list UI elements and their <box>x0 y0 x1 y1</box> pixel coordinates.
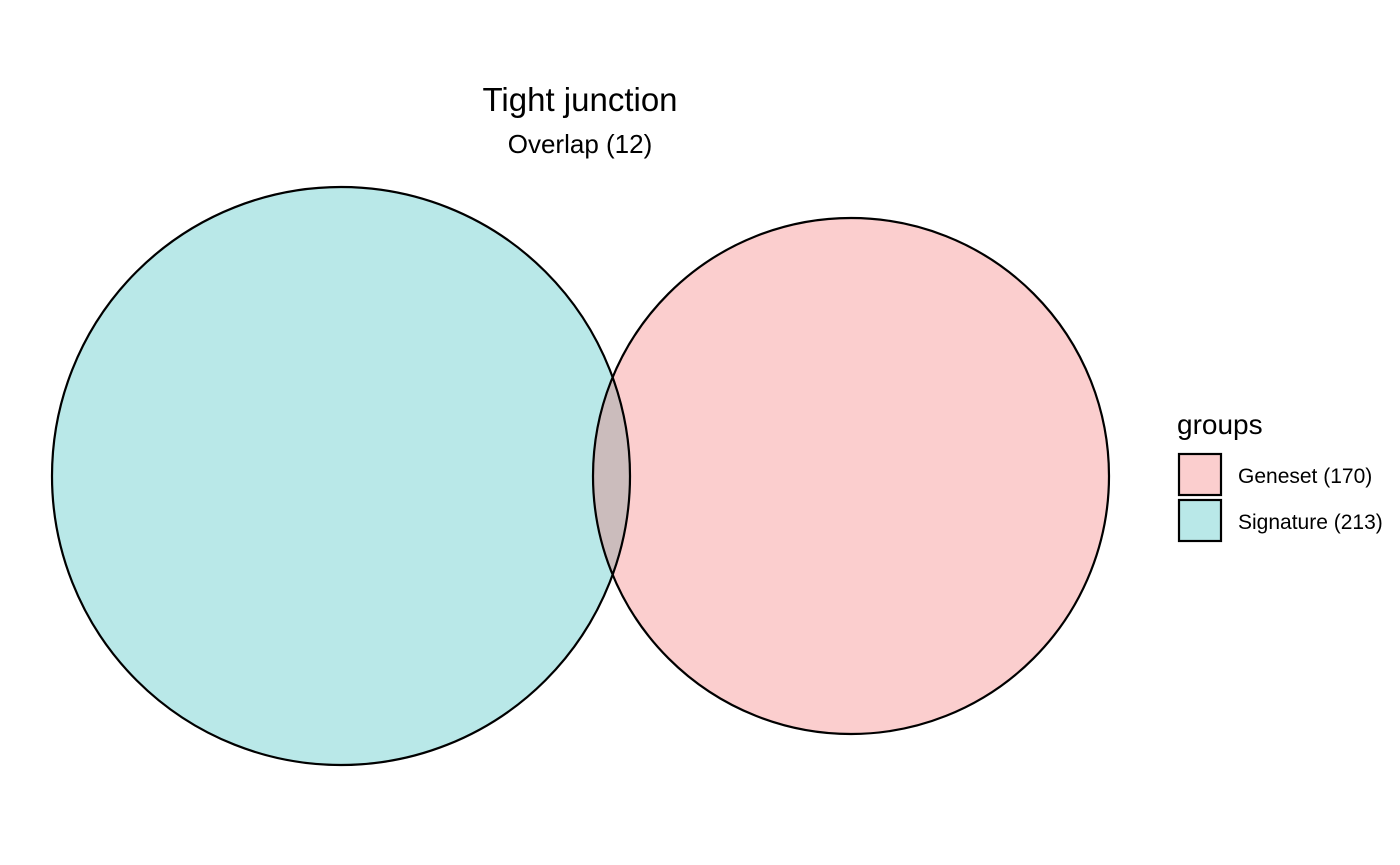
legend-label-geneset: Geneset (170) <box>1238 465 1372 488</box>
geneset-set-circle <box>593 218 1109 734</box>
legend-swatch-signature <box>1177 498 1223 543</box>
chart-title: Tight junction <box>482 81 677 118</box>
chart-subtitle: Overlap (12) <box>508 129 653 159</box>
legend-label-signature: Signature (213) <box>1238 511 1383 534</box>
legend-title: groups <box>1177 409 1263 440</box>
geneset-set-outline <box>591 216 1111 736</box>
signature-set-outline <box>50 185 632 767</box>
signature-set-circle <box>52 187 630 765</box>
legend-swatch-geneset <box>1177 452 1223 497</box>
legend: groups Geneset (170) Signature (213) <box>1177 409 1383 543</box>
